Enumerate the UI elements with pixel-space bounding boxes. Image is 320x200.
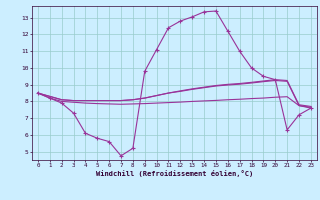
X-axis label: Windchill (Refroidissement éolien,°C): Windchill (Refroidissement éolien,°C) <box>96 170 253 177</box>
